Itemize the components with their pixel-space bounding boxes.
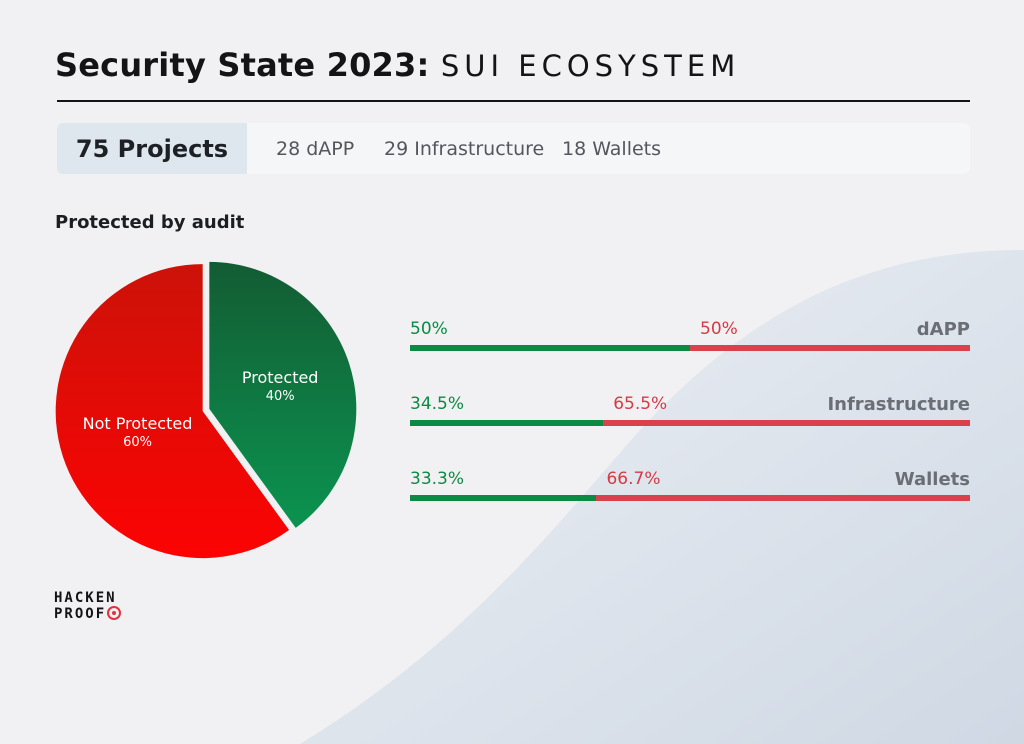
- bar-track: [410, 420, 970, 426]
- bar-track: [410, 495, 970, 501]
- bar-row-wallets: 33.3% 66.7% Wallets: [410, 469, 970, 519]
- bar-label-protected: 50%: [410, 319, 448, 339]
- bar-label-protected: 34.5%: [410, 394, 465, 414]
- bar-track: [410, 345, 970, 351]
- project-stats-bar: 75 Projects 28 dAPP 29 Infrastructure 18…: [57, 123, 970, 174]
- bar-category-label: Infrastructure: [827, 394, 970, 415]
- logo-line-2: PROOF: [54, 606, 107, 622]
- pie-label-not-protected: Not Protected: [83, 414, 193, 433]
- pie-value-not-protected: 60%: [123, 435, 152, 450]
- stat-dapp: 28 dAPP: [276, 137, 355, 160]
- bar-segment-protected: [410, 495, 597, 501]
- title-separator: :: [416, 46, 441, 84]
- bar-label-not-protected: 50%: [700, 319, 738, 339]
- bar-label-protected: 33.3%: [410, 469, 465, 489]
- total-projects: 75 Projects: [57, 123, 247, 174]
- pie-label-protected: Protected: [242, 368, 319, 387]
- stat-wallets: 18 Wallets: [562, 137, 662, 160]
- stat-infrastructure: 29 Infrastructure: [384, 137, 545, 160]
- bar-segment-protected: [410, 420, 604, 426]
- title-divider: [57, 100, 970, 102]
- bar-segment-protected: [410, 345, 690, 351]
- bar-segment-not-protected: [690, 345, 970, 351]
- logo-target-icon: [107, 606, 122, 620]
- pie-slice-protected: [209, 261, 357, 528]
- bar-category-label: dAPP: [916, 319, 970, 340]
- logo-line-1: HACKEN: [54, 590, 117, 606]
- title-main: Security State 2023: [55, 46, 417, 84]
- pie-value-protected: 40%: [266, 389, 295, 404]
- bar-row-infrastructure: 34.5% 65.5% Infrastructure: [410, 394, 970, 444]
- bar-row-dapp: 50% 50% dAPP: [410, 319, 970, 369]
- page-title: Security State 2023: SUI ECOSYSTEM: [55, 46, 740, 84]
- bar-category-label: Wallets: [894, 469, 970, 490]
- bar-label-not-protected: 66.7%: [606, 469, 661, 489]
- hackenproof-logo: HACKEN PROOF: [54, 590, 122, 622]
- bar-label-not-protected: 65.5%: [613, 394, 668, 414]
- pie-slice-not-protected: [55, 264, 290, 559]
- bar-segment-not-protected: [596, 495, 970, 501]
- section-title: Protected by audit: [55, 212, 245, 233]
- bar-segment-not-protected: [603, 420, 970, 426]
- title-subtitle: SUI ECOSYSTEM: [440, 49, 741, 83]
